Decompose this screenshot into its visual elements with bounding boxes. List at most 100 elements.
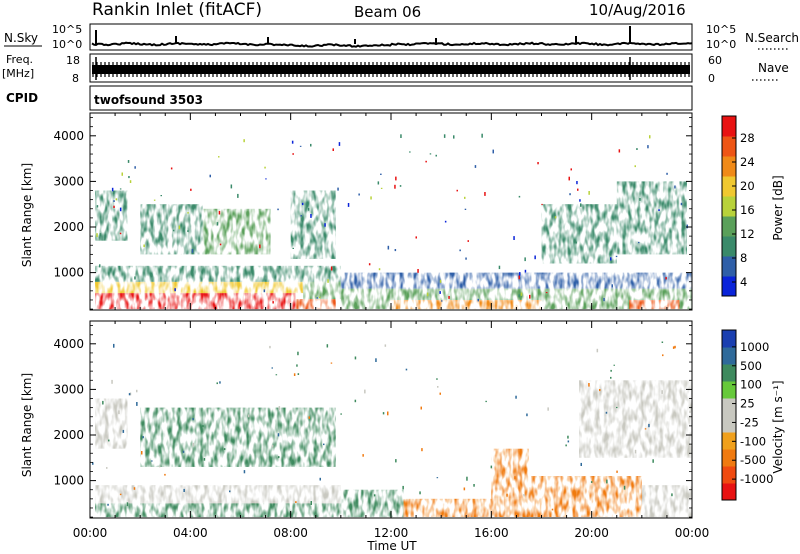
speck — [448, 296, 450, 299]
speck — [441, 300, 443, 302]
speck — [134, 276, 136, 280]
x-tick-label: 04:00 — [173, 526, 208, 540]
speck — [395, 176, 397, 181]
speck — [610, 257, 612, 261]
speck — [518, 294, 520, 298]
speck — [611, 284, 613, 288]
colorbar-tick-label: 100 — [740, 378, 762, 392]
speck — [666, 172, 668, 175]
speck — [649, 135, 651, 139]
speck — [319, 296, 321, 298]
speck — [277, 433, 280, 437]
speck — [467, 240, 469, 242]
speck — [362, 454, 364, 457]
speck — [580, 203, 582, 207]
cpid-text: twofsound 3503 — [94, 93, 203, 107]
colorbar-tick-label: 24 — [740, 155, 755, 169]
colorbar-tick-label: 28 — [740, 131, 755, 145]
speck — [638, 241, 640, 244]
speck — [113, 343, 115, 348]
freq-band — [92, 65, 690, 74]
speck — [409, 151, 411, 153]
speck — [652, 459, 654, 463]
y-tick-label: 4000 — [53, 337, 84, 351]
speck — [153, 199, 156, 201]
speck — [375, 358, 377, 362]
speck — [229, 490, 231, 493]
speck — [639, 198, 641, 201]
speck — [576, 181, 578, 185]
colorbar-swatch — [722, 116, 736, 137]
x-tick-label: 00:00 — [675, 526, 710, 540]
velocity-cell — [579, 380, 692, 458]
freq-strip: Freq. [MHz] 18 8 60 0 Nave — [2, 53, 789, 85]
speck — [399, 185, 402, 187]
colorbar-frame — [721, 115, 737, 297]
colorbar-swatch — [722, 136, 736, 157]
speck — [219, 243, 222, 246]
y-tick-label: 3000 — [53, 174, 84, 188]
colorbar-swatch — [722, 347, 736, 365]
speck — [265, 178, 267, 180]
speck — [172, 229, 175, 232]
speck — [272, 301, 274, 304]
speck — [382, 412, 385, 415]
speck — [122, 429, 125, 433]
speck — [297, 373, 300, 375]
speck — [296, 364, 298, 367]
colorbar-swatch — [722, 483, 736, 501]
speck — [129, 392, 132, 396]
speck — [519, 272, 521, 276]
colorbar-tick-label: 16 — [740, 203, 755, 217]
velocity-colorbar-label: Velocity [m s⁻¹] — [771, 380, 785, 473]
speck — [492, 149, 494, 154]
nsky-tick-bottom: 10^0 — [52, 38, 82, 51]
speck — [271, 444, 274, 448]
colorbar-tick-label: 500 — [740, 359, 762, 373]
nsearch-tick-top: 10^5 — [706, 23, 736, 36]
speck — [524, 269, 527, 273]
speck — [243, 139, 245, 143]
colorbar-swatch — [722, 176, 736, 197]
velocity-cell — [641, 485, 692, 518]
colorbar-swatch — [722, 276, 736, 297]
speck — [299, 145, 302, 147]
speck — [674, 345, 676, 349]
speck — [477, 298, 479, 302]
colorbar-swatch — [722, 381, 736, 399]
speck — [506, 493, 508, 497]
speck — [292, 153, 294, 155]
speck — [606, 479, 608, 484]
colorbar-swatch — [722, 156, 736, 177]
speck — [271, 367, 273, 369]
speck — [485, 400, 487, 403]
speck — [456, 189, 458, 192]
speck — [183, 488, 185, 492]
speck — [111, 187, 114, 192]
power-cell — [391, 300, 542, 310]
speck — [453, 135, 455, 139]
speck — [473, 484, 475, 487]
speck — [567, 435, 569, 439]
x-tick-label: 16:00 — [474, 526, 509, 540]
speck — [590, 481, 593, 483]
speck — [569, 193, 571, 196]
speck — [230, 184, 233, 189]
speck — [151, 460, 153, 462]
power-cell — [95, 293, 296, 310]
speck — [644, 428, 647, 430]
speck — [588, 383, 590, 387]
speck — [513, 236, 515, 240]
speck — [115, 198, 118, 201]
speck — [92, 462, 94, 465]
speck — [219, 381, 221, 384]
speck — [190, 188, 192, 191]
speck — [551, 508, 554, 511]
speck — [515, 395, 517, 399]
velocity-x-ticks — [89, 321, 693, 518]
speck — [387, 245, 390, 250]
speck — [119, 207, 122, 212]
speck — [394, 184, 396, 189]
speck — [610, 369, 612, 372]
freq-unit: [MHz] — [2, 67, 34, 80]
